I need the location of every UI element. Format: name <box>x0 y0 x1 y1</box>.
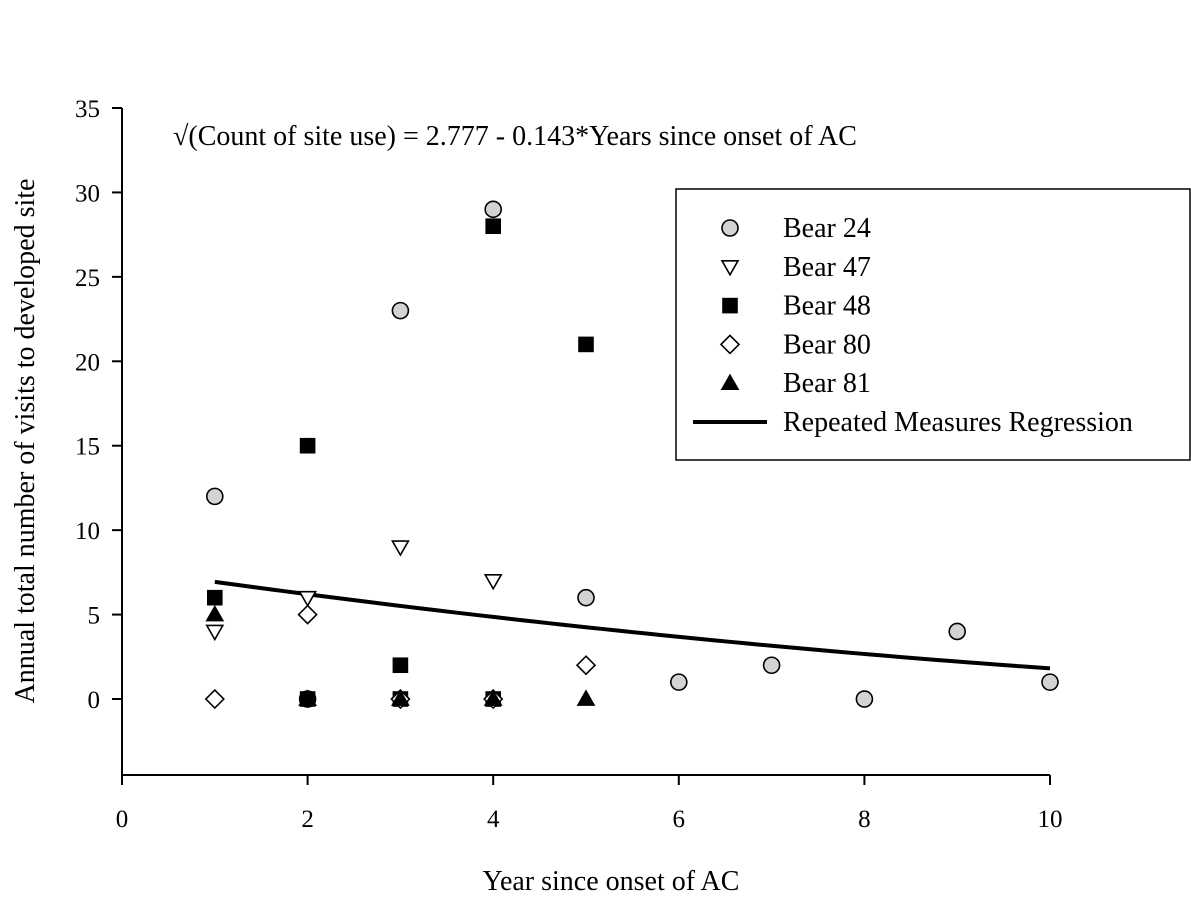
regression-line-group <box>214 579 1051 671</box>
legend: Bear 24 Bear 47 Bear 48 Bear 80 Bear 81 Repea… <box>675 188 1191 461</box>
legend-marker <box>720 373 740 391</box>
point-bear-24 <box>1041 673 1059 691</box>
point-bear-24 <box>948 622 967 641</box>
point-bear-47 <box>483 574 503 591</box>
point-bear-47 <box>298 590 317 608</box>
y-tick-label: 0 <box>88 687 101 714</box>
x-tick-label: 8 <box>858 806 871 833</box>
y-tick-label: 30 <box>75 180 100 207</box>
legend-label: Bear 81 <box>783 368 871 399</box>
point-bear-24 <box>577 588 595 607</box>
tick-labels: 0 5 10 15 20 25 30 35 0 2 4 6 8 10 <box>75 96 1063 833</box>
regression-line <box>214 579 1051 671</box>
regression-equation: √(Count of site use) = 2.777 - 0.143*Yea… <box>173 121 857 152</box>
axes <box>112 107 1051 785</box>
y-tick-label: 10 <box>75 518 100 545</box>
x-tick-label: 4 <box>487 806 500 833</box>
point-bear-80 <box>297 604 318 625</box>
y-tick-label: 15 <box>75 434 100 461</box>
point-bear-80 <box>575 655 597 676</box>
point-bear-47 <box>391 540 410 557</box>
x-tick-label: 2 <box>301 806 314 833</box>
y-tick-label: 5 <box>88 603 101 630</box>
legend-marker <box>719 334 741 355</box>
data-points <box>204 200 1059 710</box>
point-bear-81 <box>298 689 317 706</box>
y-axis-title: Annual total number of visits to develop… <box>10 179 41 704</box>
point-bear-47 <box>205 624 225 642</box>
x-tick-label: 0 <box>116 806 129 833</box>
point-bear-24 <box>484 200 503 219</box>
y-tick-label: 20 <box>75 349 100 376</box>
point-bear-24 <box>206 487 224 506</box>
legend-label: Repeated Measures Regression <box>783 407 1133 438</box>
point-bear-81 <box>391 689 410 706</box>
point-bear-48 <box>299 437 316 454</box>
x-tick-label: 6 <box>673 806 686 833</box>
legend-marker <box>721 219 739 237</box>
point-bear-80 <box>204 688 225 710</box>
legend-marker <box>722 297 738 314</box>
y-tick-label: 25 <box>75 265 100 292</box>
point-bear-81 <box>576 689 596 706</box>
legend-label: Bear 47 <box>783 252 871 283</box>
y-tick-label: 35 <box>75 96 100 123</box>
legend-label: Bear 80 <box>783 329 871 360</box>
legend-marker <box>720 259 740 277</box>
point-bear-48 <box>392 657 409 674</box>
x-tick-label: 10 <box>1038 806 1063 833</box>
point-bear-24 <box>391 301 410 320</box>
legend-label: Bear 24 <box>783 213 871 244</box>
point-bear-24 <box>762 656 781 675</box>
legend-box <box>675 188 1191 461</box>
point-bear-24 <box>669 673 688 691</box>
x-axis-title: Year since onset of AC <box>483 866 740 897</box>
point-bear-48 <box>207 589 223 606</box>
point-bear-24 <box>855 690 874 708</box>
point-bear-81 <box>205 604 225 622</box>
point-bear-81 <box>483 689 503 706</box>
point-bear-48 <box>578 336 594 353</box>
legend-label: Bear 48 <box>783 291 871 322</box>
point-bear-48 <box>485 218 502 235</box>
